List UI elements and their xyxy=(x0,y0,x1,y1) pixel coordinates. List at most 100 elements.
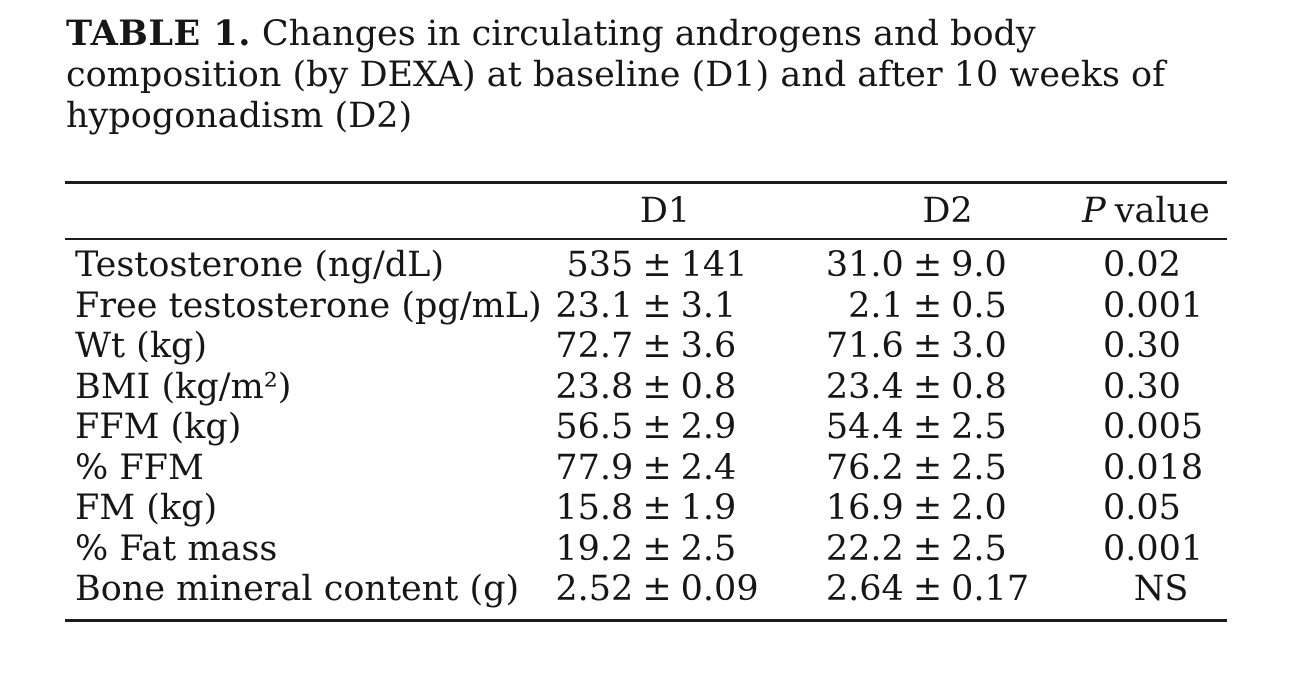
d2-mean: 22.2 xyxy=(825,528,904,569)
d1-mean: 77.9 xyxy=(555,447,634,488)
d1-value-cell: 2.52 ±0.09 xyxy=(500,569,790,609)
d2-value-cell: 76.2 ±2.5 xyxy=(790,448,1065,488)
d2-mean: 71.6 xyxy=(825,326,904,367)
d1-value-cell: 19.2 ±2.5 xyxy=(500,529,790,569)
d1-sd: 2.4 xyxy=(680,447,737,488)
plus-minus-sign: ± xyxy=(642,285,672,326)
d2-sd: 2.5 xyxy=(951,407,1007,448)
p-value: 0.018 xyxy=(1103,447,1204,488)
plus-minus-sign: ± xyxy=(912,488,943,529)
plus-minus-sign: ± xyxy=(642,245,672,286)
p-value-header-rest: value xyxy=(1114,191,1210,231)
row-label: Testosterone (ng/dL) xyxy=(75,245,445,286)
plus-minus-sign: ± xyxy=(642,528,672,569)
plus-minus-sign: ± xyxy=(912,366,943,407)
d1-sd: 2.5 xyxy=(680,528,737,569)
d2-mean: 54.4 xyxy=(825,407,904,448)
d1-sd: 1.9 xyxy=(680,488,737,529)
caption-line-1: TABLE 1. Changes in circulating androgens… xyxy=(66,13,1165,55)
d2-value-cell: 2.64 ±0.17 xyxy=(790,569,1065,609)
d1-sd: 0.09 xyxy=(680,569,759,610)
plus-minus-sign: ± xyxy=(912,326,943,367)
d1-value-cell: 23.8 ±0.8 xyxy=(500,367,790,407)
d1-mean: 15.8 xyxy=(555,488,634,529)
d1-value-cell: 15.8 ±1.9 xyxy=(500,488,790,528)
d1-value-cell: 56.5 ±2.9 xyxy=(500,407,790,447)
d2-mean: 2.64 xyxy=(825,569,904,610)
column-header-d2: D2 xyxy=(922,191,973,231)
d2-value-cell: 2.1 ±0.5 xyxy=(790,286,1065,326)
d1-mean: 72.7 xyxy=(555,326,634,367)
d2-mean: 76.2 xyxy=(825,447,904,488)
p-value: 0.30 xyxy=(1103,326,1181,367)
d2-value-cell: 54.4 ±2.5 xyxy=(790,407,1065,447)
d2-sd: 3.0 xyxy=(951,326,1007,367)
plus-minus-sign: ± xyxy=(912,569,943,610)
row-label: % Fat mass xyxy=(75,528,278,569)
row-label: FFM (kg) xyxy=(75,407,242,448)
d2-value-cell: 22.2 ±2.5 xyxy=(790,529,1065,569)
table-row: Free testosterone (pg/mL) 23.1 ±3.1 2.1 ±0… xyxy=(65,286,1227,327)
d2-mean: 16.9 xyxy=(825,488,904,529)
table-body: Testosterone (ng/dL) 535 ±141 31.0 ±9.0 0.… xyxy=(65,240,1227,619)
d1-mean: 23.8 xyxy=(555,366,634,407)
table-row: % Fat mass 19.2 ±2.5 22.2 ±2.5 0.001 xyxy=(65,529,1227,570)
d2-sd: 2.5 xyxy=(951,528,1007,569)
d2-sd: 0.5 xyxy=(951,285,1007,326)
table-row: FM (kg) 15.8 ±1.9 16.9 ±2.0 0.05 xyxy=(65,488,1227,529)
row-label: FM (kg) xyxy=(75,488,218,529)
plus-minus-sign: ± xyxy=(642,407,672,448)
table-rule-bottom xyxy=(65,618,1227,622)
plus-minus-sign: ± xyxy=(912,245,943,286)
plus-minus-sign: ± xyxy=(642,488,672,529)
p-value: 0.02 xyxy=(1103,245,1181,286)
p-value: 0.001 xyxy=(1103,285,1204,326)
d1-sd: 2.9 xyxy=(680,407,737,448)
plus-minus-sign: ± xyxy=(642,366,672,407)
plus-minus-sign: ± xyxy=(912,285,943,326)
d1-mean: 19.2 xyxy=(555,528,634,569)
plus-minus-sign: ± xyxy=(642,447,672,488)
row-label: Free testosterone (pg/mL) xyxy=(75,285,542,326)
table-row: Wt (kg) 72.7 ±3.6 71.6 ±3.0 0.30 xyxy=(65,326,1227,367)
row-label: % FFM xyxy=(75,447,204,488)
d1-value-cell: 535 ±141 xyxy=(500,245,790,285)
plus-minus-sign: ± xyxy=(912,447,943,488)
p-value: 0.001 xyxy=(1103,528,1204,569)
d1-sd: 141 xyxy=(680,245,748,286)
d2-sd: 0.8 xyxy=(951,366,1007,407)
d1-sd: 0.8 xyxy=(680,366,737,407)
d1-mean: 2.52 xyxy=(555,569,634,610)
table-row: % FFM 77.9 ±2.4 76.2 ±2.5 0.018 xyxy=(65,448,1227,489)
row-label: BMI (kg/m²) xyxy=(75,366,292,407)
p-value-header-italic-p: P xyxy=(1082,191,1106,231)
plus-minus-sign: ± xyxy=(642,569,672,610)
row-label: Bone mineral content (g) xyxy=(75,569,520,610)
d2-sd: 2.0 xyxy=(951,488,1007,529)
plus-minus-sign: ± xyxy=(912,407,943,448)
d2-value-cell: 16.9 ±2.0 xyxy=(790,488,1065,528)
table-number: TABLE 1. xyxy=(66,13,251,54)
d1-sd: 3.6 xyxy=(680,326,737,367)
d2-sd: 2.5 xyxy=(951,447,1007,488)
d2-value-cell: 23.4 ±0.8 xyxy=(790,367,1065,407)
p-value: NS xyxy=(1133,569,1189,610)
d2-mean: 2.1 xyxy=(848,285,904,326)
d1-mean: 535 xyxy=(566,245,634,286)
p-value: 0.30 xyxy=(1103,366,1181,407)
d2-sd: 9.0 xyxy=(951,245,1007,286)
plus-minus-sign: ± xyxy=(642,326,672,367)
p-value: 0.005 xyxy=(1103,407,1204,448)
d2-value-cell: 71.6 ±3.0 xyxy=(790,326,1065,366)
d2-mean: 31.0 xyxy=(825,245,904,286)
table-rule-top xyxy=(65,181,1227,184)
d1-value-cell: 72.7 ±3.6 xyxy=(500,326,790,366)
column-header-d1: D1 xyxy=(639,191,691,231)
table-caption: TABLE 1. Changes in circulating androgens… xyxy=(66,13,1165,137)
p-value: 0.05 xyxy=(1103,488,1181,529)
d1-mean: 23.1 xyxy=(555,285,634,326)
d1-value-cell: 23.1 ±3.1 xyxy=(500,286,790,326)
